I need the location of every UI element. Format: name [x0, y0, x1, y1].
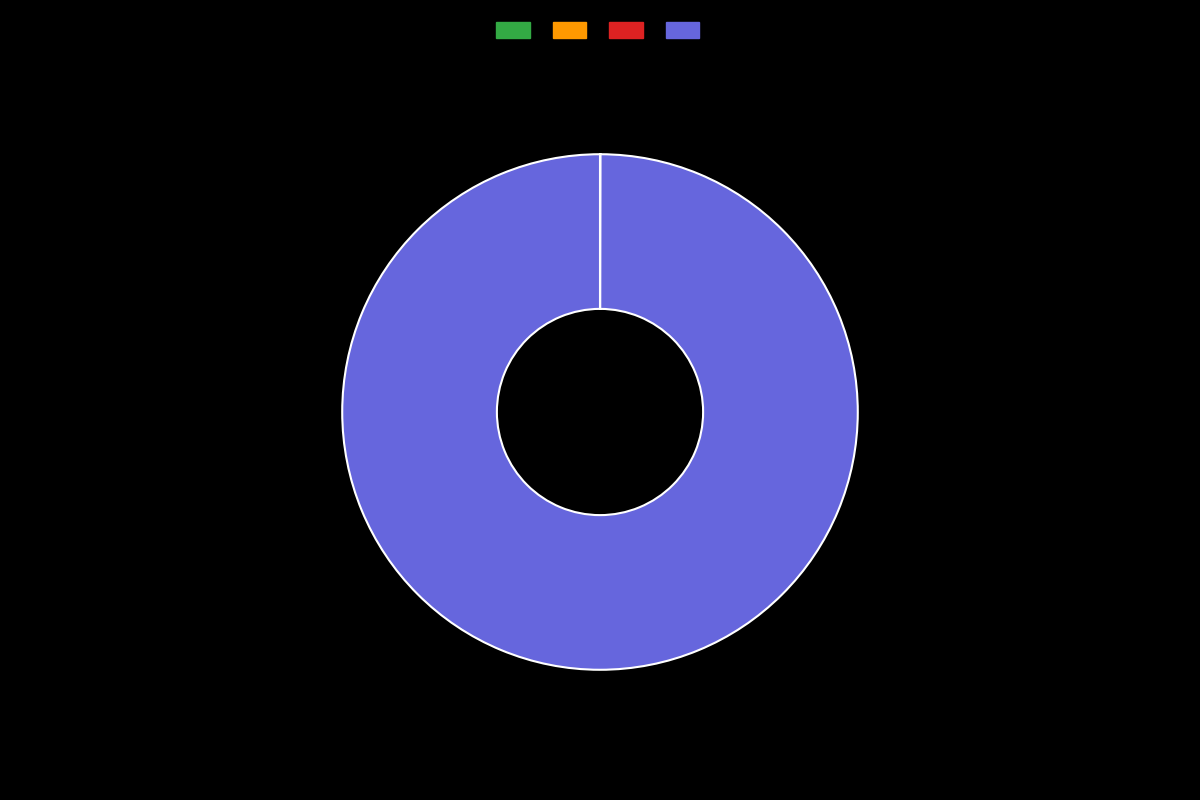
- Wedge shape: [342, 154, 858, 670]
- Legend: , , , : , , ,: [490, 16, 710, 44]
